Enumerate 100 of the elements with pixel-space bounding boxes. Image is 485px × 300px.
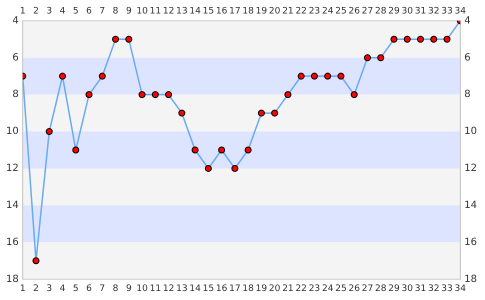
- point: [112, 36, 120, 43]
- point: [284, 91, 292, 98]
- x-tick-label: 5: [72, 6, 79, 17]
- x2-tick-label: 8: [112, 284, 119, 294]
- x-tick-label: 17: [229, 6, 241, 17]
- x2-tick-label: 12: [162, 284, 174, 294]
- point: [298, 72, 305, 80]
- x2-tick-label: 7: [99, 284, 106, 294]
- y2-tick-label: 18: [464, 274, 478, 285]
- x-tick-label: 11: [150, 6, 162, 17]
- x2-tick-label: 22: [295, 284, 307, 294]
- y-tick-label: 8: [12, 89, 19, 100]
- x-tick-label: 3: [46, 6, 52, 17]
- x-tick-label: 19: [256, 6, 268, 17]
- y-tick-label: 4: [12, 15, 19, 26]
- x2-tick-label: 16: [216, 284, 228, 294]
- x-tick-label: 8: [112, 6, 119, 17]
- x-tick-label: 14: [189, 6, 202, 17]
- point: [364, 54, 371, 62]
- point: [231, 164, 238, 172]
- x2-tick-label: 15: [202, 284, 214, 294]
- point: [404, 36, 411, 43]
- x-tick-label: 21: [282, 6, 294, 17]
- point: [138, 91, 146, 98]
- x-tick-label: 26: [348, 6, 360, 17]
- x-tick-label: 25: [335, 6, 347, 17]
- point: [337, 72, 344, 80]
- point: [218, 146, 226, 154]
- point: [430, 36, 438, 43]
- point: [125, 36, 132, 43]
- x-tick-label: 10: [136, 6, 148, 17]
- y2-tick-label: 12: [464, 163, 478, 174]
- x2-tick-label: 33: [441, 284, 453, 294]
- x-tick-label: 28: [374, 6, 387, 17]
- point: [72, 146, 80, 154]
- x2-tick-label: 27: [362, 284, 374, 294]
- point: [165, 91, 172, 98]
- y-tick-label: 14: [6, 200, 19, 211]
- y2-tick-label: 4: [464, 15, 471, 26]
- y-tick-label: 16: [6, 236, 19, 248]
- x-tick-label: 32: [428, 6, 440, 17]
- y-tick-label: 12: [6, 163, 19, 174]
- x2-tick-label: 21: [282, 284, 294, 294]
- y2-tick-label: 8: [464, 89, 471, 100]
- point: [204, 164, 212, 172]
- point: [271, 110, 278, 117]
- x2-tick-label: 19: [256, 284, 268, 294]
- x-tick-label: 34: [454, 6, 466, 17]
- y-tick-label: 10: [6, 126, 19, 138]
- point: [244, 146, 252, 154]
- x2-tick-label: 26: [348, 284, 360, 294]
- x2-tick-label: 2: [33, 284, 39, 294]
- point: [310, 72, 318, 80]
- x2-tick-label: 17: [229, 284, 241, 294]
- y2-tick-label: 14: [464, 200, 478, 211]
- x2-tick-label: 6: [86, 284, 92, 294]
- x-tick-label: 18: [242, 6, 254, 17]
- x2-tick-label: 32: [428, 284, 440, 294]
- y2-tick-label: 6: [464, 52, 471, 64]
- x-tick-label: 20: [268, 6, 281, 17]
- point: [86, 91, 93, 98]
- x-tick-label: 16: [216, 6, 228, 17]
- x-tick-label: 4: [60, 6, 66, 17]
- x-tick-label: 9: [126, 6, 132, 17]
- point: [98, 72, 106, 80]
- x-tick-label: 7: [99, 6, 106, 17]
- x-tick-label: 27: [362, 6, 374, 17]
- x-tick-label: 15: [202, 6, 214, 17]
- x2-tick-label: 23: [308, 284, 320, 294]
- point: [59, 72, 66, 80]
- x-tick-label: 1: [20, 6, 26, 17]
- y2-tick-label: 10: [464, 126, 478, 138]
- y-tick-label: 6: [12, 52, 19, 64]
- y2-tick-label: 16: [464, 236, 478, 248]
- x-tick-label: 24: [322, 6, 334, 17]
- x2-tick-label: 5: [72, 284, 79, 294]
- point: [377, 54, 384, 62]
- x-tick-label: 6: [86, 6, 92, 17]
- x2-tick-label: 10: [136, 284, 148, 294]
- x2-tick-label: 3: [46, 284, 52, 294]
- x2-tick-label: 18: [242, 284, 254, 294]
- x2-tick-label: 14: [189, 284, 202, 294]
- point: [444, 36, 451, 43]
- x2-tick-label: 29: [388, 284, 400, 294]
- x2-tick-label: 34: [454, 284, 466, 294]
- x2-tick-label: 1: [20, 284, 26, 294]
- point: [324, 72, 332, 80]
- x2-tick-label: 20: [268, 284, 281, 294]
- x-tick-label: 13: [176, 6, 188, 17]
- y-tick-label: 18: [6, 274, 19, 285]
- point: [46, 128, 53, 136]
- x2-tick-label: 13: [176, 284, 188, 294]
- x2-tick-label: 24: [322, 284, 334, 294]
- x-tick-label: 22: [295, 6, 307, 17]
- x2-tick-label: 9: [126, 284, 132, 294]
- x2-tick-label: 25: [335, 284, 347, 294]
- x-tick-label: 29: [388, 6, 400, 17]
- x-tick-label: 2: [33, 6, 39, 17]
- point: [192, 146, 199, 154]
- x2-tick-label: 28: [374, 284, 387, 294]
